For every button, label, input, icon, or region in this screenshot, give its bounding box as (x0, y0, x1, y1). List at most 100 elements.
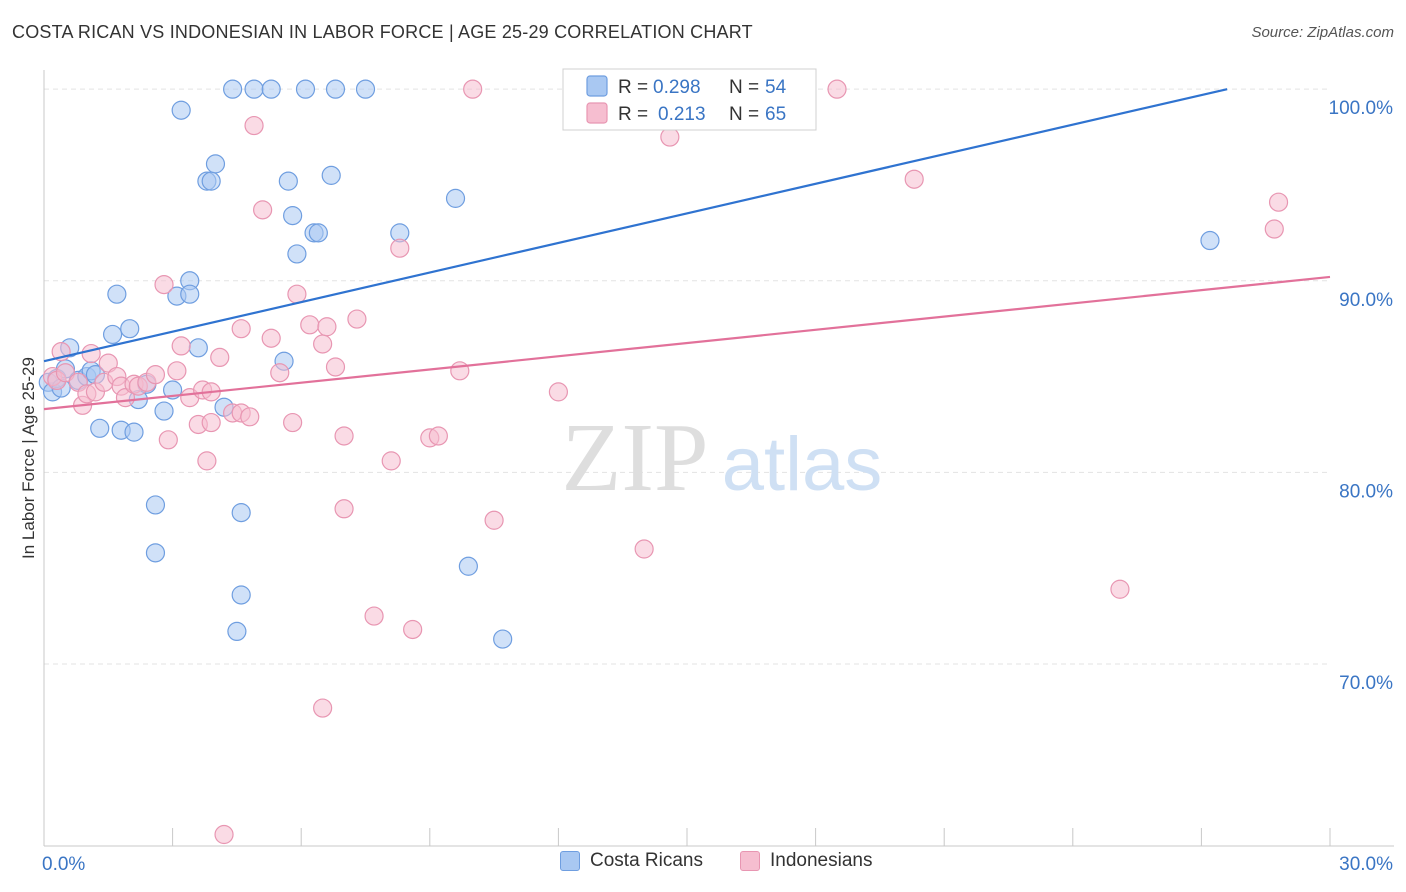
point-indonesians (660, 127, 680, 147)
tick-labels: 100.0% 90.0% 80.0% 70.0% 0.0% 30.0% (42, 98, 1393, 875)
point-indonesians (154, 274, 174, 295)
point-costa-ricans (445, 188, 466, 208)
point-costa-ricans (325, 79, 346, 99)
point-indonesians (210, 347, 230, 368)
point-indonesians (428, 426, 448, 446)
legend-swatch-costa-ricans (560, 851, 580, 871)
legend-swatch-indonesians (740, 851, 760, 871)
point-costa-ricans (227, 621, 247, 642)
point-indonesians (231, 319, 251, 339)
point-indonesians (827, 79, 847, 99)
point-indonesians (364, 606, 384, 626)
point-indonesians (347, 309, 367, 329)
point-indonesians (390, 238, 410, 258)
point-indonesians (197, 451, 217, 471)
point-costa-ricans (205, 154, 226, 174)
point-indonesians (450, 361, 470, 381)
legend-item-indonesians: Indonesians (740, 850, 872, 872)
point-costa-ricans (90, 418, 110, 438)
point-costa-ricans (231, 585, 251, 605)
point-indonesians (317, 317, 337, 337)
legend-r-value: 0.298 (653, 77, 701, 98)
grid-layer (44, 88, 1330, 665)
point-costa-ricans (493, 629, 513, 649)
point-indonesians (270, 363, 290, 383)
point-indonesians (240, 407, 260, 427)
point-indonesians (300, 315, 320, 335)
point-indonesians (81, 343, 101, 364)
point-costa-ricans (102, 324, 123, 345)
point-costa-ricans (321, 165, 341, 185)
point-costa-ricans (180, 284, 200, 304)
point-indonesians (214, 824, 234, 845)
legend-swatch-blue (586, 75, 608, 97)
point-indonesians (171, 336, 191, 356)
legend-swatch-pink (586, 102, 608, 124)
points-layer (38, 79, 1289, 845)
point-costa-ricans (287, 244, 307, 264)
point-costa-ricans (223, 79, 243, 99)
series-legend: Costa Ricans Indonesians (0, 850, 1406, 880)
point-indonesians (261, 328, 281, 348)
point-costa-ricans (231, 503, 251, 523)
legend-n-label: N = (729, 77, 759, 98)
point-indonesians (463, 79, 483, 99)
point-indonesians (167, 361, 187, 381)
point-indonesians (484, 510, 504, 530)
legend-r-label: R = (618, 104, 648, 125)
point-costa-ricans (188, 338, 208, 358)
point-indonesians (55, 363, 76, 383)
watermark-atlas: atlas (722, 422, 883, 507)
point-indonesians (201, 412, 221, 433)
legend-r-value: 0.213 (658, 104, 706, 125)
point-indonesians (381, 451, 401, 471)
trendline-indonesians (43, 275, 1331, 411)
y-tick-label: 80.0% (1339, 481, 1393, 502)
watermark-zip: ZIP (562, 404, 709, 512)
watermark: ZIP atlas (562, 404, 883, 512)
point-costa-ricans (145, 495, 166, 515)
point-indonesians (1264, 219, 1284, 239)
y-tick-label: 100.0% (1329, 98, 1394, 119)
point-costa-ricans (171, 100, 191, 120)
point-indonesians (334, 499, 354, 519)
point-costa-ricans (278, 171, 298, 191)
point-indonesians (283, 412, 303, 433)
legend-label-costa-ricans: Costa Ricans (590, 850, 703, 871)
point-indonesians (548, 382, 569, 402)
point-costa-ricans (355, 79, 376, 99)
y-axis-label: In Labor Force | Age 25-29 (19, 357, 38, 559)
trend-layer (43, 88, 1331, 411)
stats-legend: R = 0.298 N = 54 R = 0.213 N = 65 (562, 68, 817, 131)
y-tick-label: 70.0% (1339, 673, 1393, 694)
point-costa-ricans (154, 401, 174, 421)
axis-layer (43, 70, 1394, 847)
point-costa-ricans (261, 79, 281, 99)
point-indonesians (244, 115, 264, 136)
point-indonesians (325, 357, 346, 377)
point-indonesians (1268, 192, 1289, 212)
point-costa-ricans (201, 171, 221, 191)
point-costa-ricans (124, 422, 144, 442)
legend-item-costa-ricans: Costa Ricans (560, 850, 703, 872)
point-costa-ricans (295, 79, 316, 99)
x-tick-label: 0.0% (42, 854, 85, 875)
x-tick-label: 30.0% (1339, 854, 1393, 875)
point-indonesians (634, 539, 654, 559)
point-indonesians (403, 619, 423, 640)
point-indonesians (1110, 579, 1130, 599)
point-costa-ricans (107, 284, 127, 304)
point-indonesians (334, 426, 354, 446)
point-indonesians (313, 698, 333, 718)
point-costa-ricans (458, 556, 478, 576)
point-indonesians (145, 365, 166, 385)
legend-r-label: R = (618, 77, 648, 98)
point-indonesians (904, 169, 924, 189)
legend-n-value: 54 (765, 77, 787, 98)
point-indonesians (158, 430, 178, 450)
point-costa-ricans (1200, 230, 1220, 251)
point-indonesians (287, 284, 307, 304)
point-indonesians (98, 353, 118, 373)
chart-title: COSTA RICAN VS INDONESIAN IN LABOR FORCE… (12, 22, 753, 42)
